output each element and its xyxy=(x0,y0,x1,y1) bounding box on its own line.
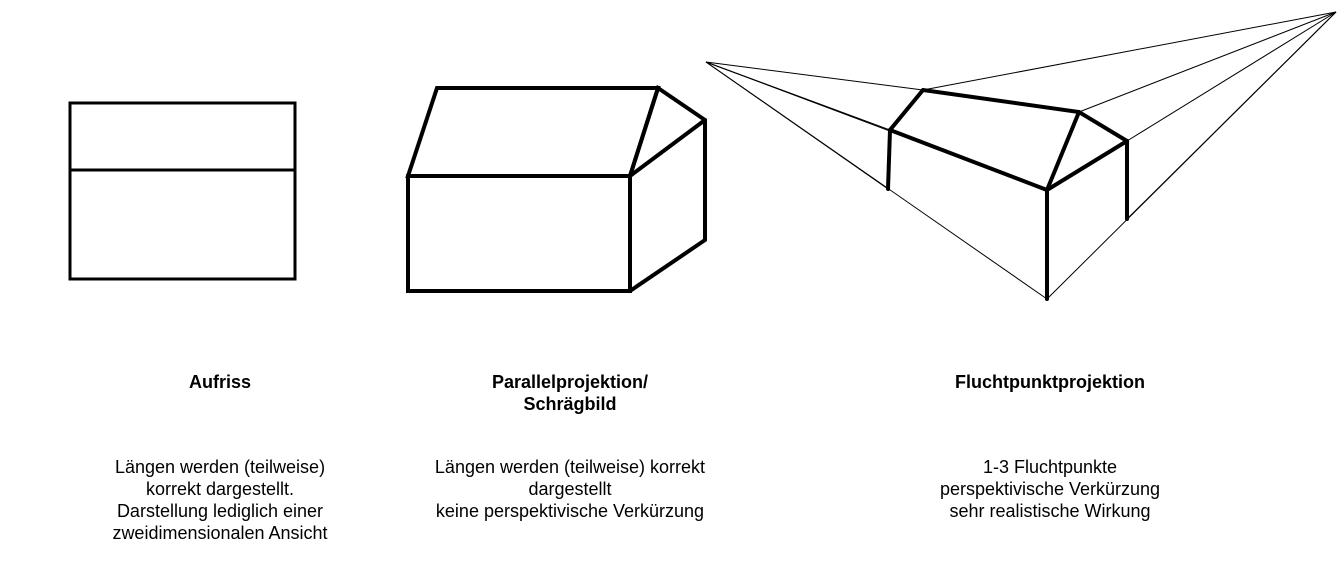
aufriss-desc-line: korrekt dargestellt. xyxy=(145,479,295,499)
aufriss-title: Aufriss xyxy=(70,371,370,393)
fluchtpunkt-house xyxy=(886,87,1129,301)
fluchtpunkt-title: Fluchtpunktprojektion xyxy=(900,371,1200,393)
fluchtpunkt-title-line-1: Fluchtpunktprojektion xyxy=(955,372,1145,392)
parallel-title: Parallelprojektion/ Schrägbild xyxy=(420,371,720,415)
fp-left-eave xyxy=(888,128,1049,192)
parallel-desc-line: dargestellt xyxy=(528,479,612,499)
fp-gable-ridge xyxy=(1045,110,1081,192)
parallel-description: Längen werden (teilweise) korrekt darges… xyxy=(380,456,760,522)
aufriss-desc-line: Längen werden (teilweise) xyxy=(114,457,326,477)
fp-roof-top xyxy=(888,87,1129,143)
fluchtpunkt-drawing xyxy=(705,11,1337,301)
fluchtpunkt-desc-line: sehr realistische Wirkung xyxy=(949,501,1151,521)
vanishing-line xyxy=(1078,11,1337,113)
parallel-front-wall xyxy=(406,174,632,293)
parallel-drawing xyxy=(405,84,707,293)
fluchtpunkt-description: 1-3 Fluchtpunkte perspektivische Verkürz… xyxy=(880,456,1220,522)
aufriss-desc-line: zweidimensionalen Ansicht xyxy=(112,523,328,543)
parallel-title-line-2: Schrägbild xyxy=(523,394,617,414)
parallel-title-line-1: Parallelprojektion/ xyxy=(491,372,649,392)
vanishing-lines xyxy=(705,11,1337,300)
aufriss-title-line-1: Aufriss xyxy=(188,372,251,392)
aufriss-house-outline xyxy=(68,101,297,281)
vanishing-line xyxy=(705,61,891,131)
vanishing-line xyxy=(1126,11,1337,142)
vanishing-line xyxy=(705,61,889,190)
parallel-roof xyxy=(405,86,661,178)
fp-left-wall-edge xyxy=(886,128,892,191)
vanishing-line xyxy=(922,11,1337,91)
parallel-desc-line: keine perspektivische Verkürzung xyxy=(435,501,705,521)
aufriss-drawing xyxy=(68,101,297,281)
vanishing-line xyxy=(1126,11,1337,220)
aufriss-desc-line: Darstellung lediglich einer xyxy=(116,501,324,521)
parallel-gable-edge xyxy=(628,118,707,178)
fp-right-eave xyxy=(1045,139,1129,192)
fluchtpunkt-desc-line: 1-3 Fluchtpunkte xyxy=(982,457,1118,477)
parallel-desc-line: Längen werden (teilweise) korrekt xyxy=(434,457,706,477)
fluchtpunkt-desc-line: perspektivische Verkürzung xyxy=(939,479,1161,499)
aufriss-description: Längen werden (teilweise) korrekt darges… xyxy=(60,456,380,544)
parallel-gable xyxy=(628,84,707,293)
vanishing-line xyxy=(705,61,924,91)
